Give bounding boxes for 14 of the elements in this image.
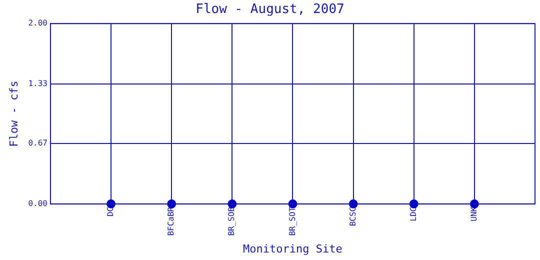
y-tick-label: 2.00 [28, 18, 48, 28]
x-axis-title: Monitoring Site [243, 242, 342, 256]
chart-title: Flow - August, 2007 [196, 2, 344, 18]
y-tick-label: 1.33 [28, 79, 48, 88]
x-tick-label: BR_SOT [288, 206, 297, 236]
x-tick-label: BCSC [348, 206, 358, 226]
y-axis-title: Flow - cfs [7, 80, 20, 147]
x-tick-label: BFCaBR [166, 206, 176, 236]
y-tick-label: 0.00 [28, 198, 48, 208]
x-tick-label: DC [106, 206, 116, 217]
y-tick-label: 0.67 [28, 138, 48, 148]
x-tick-label: BR_SOB [227, 206, 236, 236]
x-tick-label: UNK [470, 206, 479, 222]
x-tick-label: LDC [408, 206, 418, 222]
